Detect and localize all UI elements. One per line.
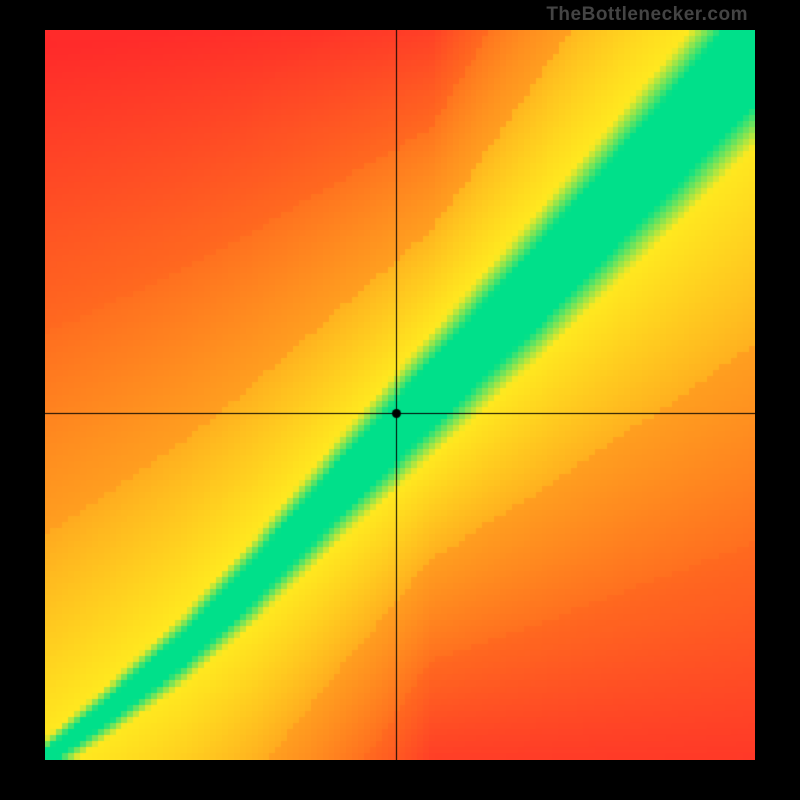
figure-frame: TheBottlenecker.com <box>0 0 800 800</box>
heatmap-plot-area <box>45 30 755 760</box>
watermark-text: TheBottlenecker.com <box>546 4 748 26</box>
heatmap-canvas <box>45 30 755 760</box>
